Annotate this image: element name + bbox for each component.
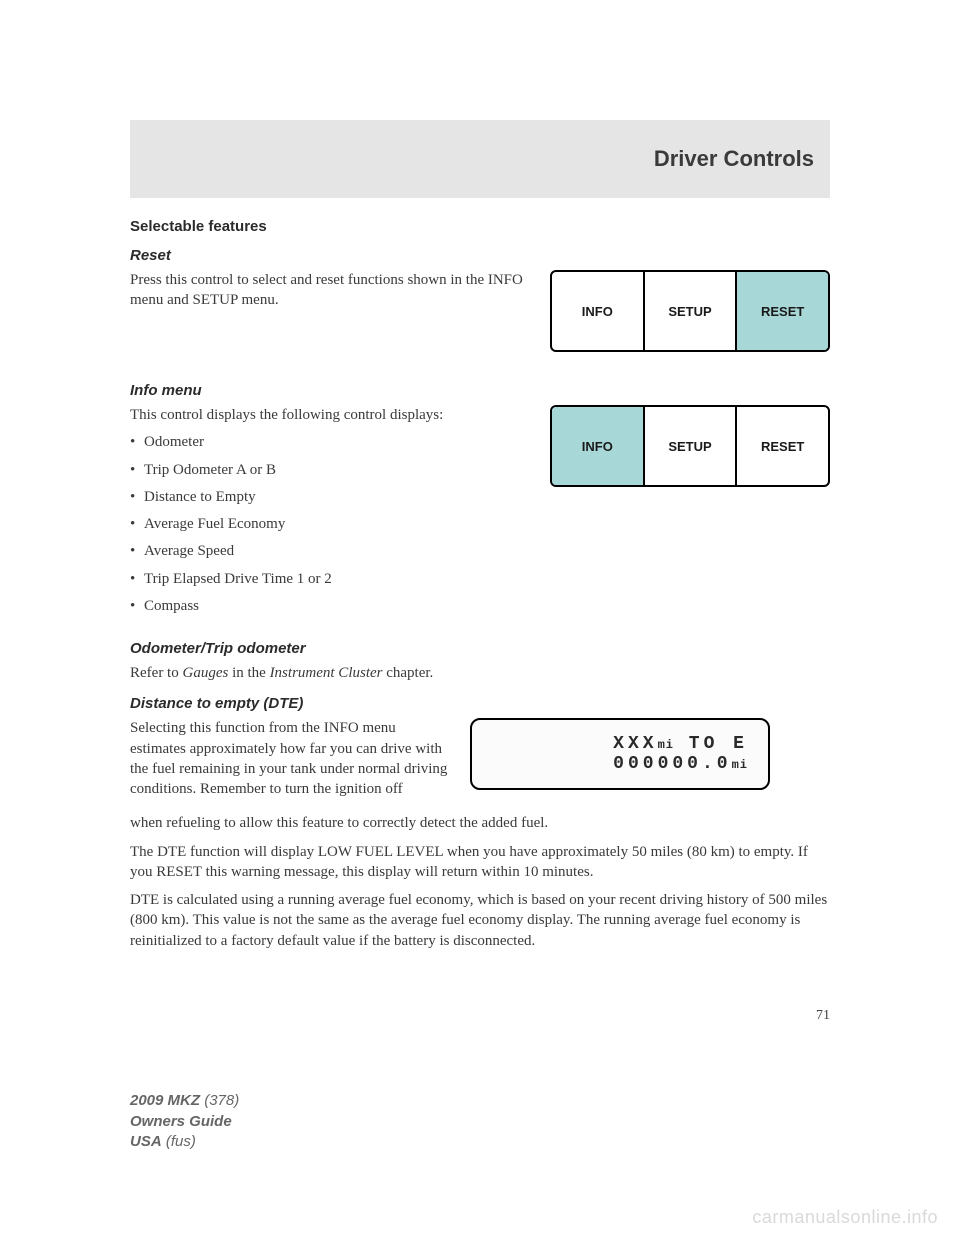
lcd-line1: XXXmi TO E [613, 734, 748, 754]
panel-btn-info: INFO [552, 407, 643, 485]
footer-line1: 2009 MKZ (378) [130, 1091, 239, 1111]
list-item: Distance to Empty [130, 486, 530, 509]
list-item: Average Speed [130, 540, 530, 563]
panel-btn-setup: SETUP [643, 407, 736, 485]
lcd-line1-main: XXX [613, 734, 657, 754]
footer: 2009 MKZ (378) Owners Guide USA (fus) [130, 1091, 239, 1152]
panel-btn-reset: RESET [735, 407, 828, 485]
list-item: Average Fuel Economy [130, 513, 530, 536]
lcd-line2-unit: mi [732, 758, 748, 772]
reset-figure: INFO SETUP RESET [550, 270, 830, 352]
list-item: Trip Odometer A or B [130, 459, 530, 482]
footer-line3: USA (fus) [130, 1132, 239, 1152]
panel-btn-info: INFO [552, 272, 643, 350]
lcd-line1-suffix: TO E [689, 734, 748, 754]
footer-region: USA [130, 1133, 162, 1150]
reset-text-col: Press this control to select and reset f… [130, 270, 530, 317]
dte-p1-part: Selecting this function from the INFO me… [130, 718, 450, 799]
page-number: 71 [816, 1008, 830, 1024]
panel-btn-setup: SETUP [643, 272, 736, 350]
heading-info-menu: Info menu [130, 382, 830, 399]
odometer-body: Refer to Gauges in the Instrument Cluste… [130, 663, 830, 683]
dte-row: Selecting this function from the INFO me… [130, 718, 830, 799]
info-menu-figure: INFO SETUP RESET [550, 405, 830, 487]
lcd-line2-main: 000000.0 [613, 754, 731, 774]
footer-model-code: (378) [200, 1092, 239, 1109]
heading-odometer: Odometer/Trip odometer [130, 640, 830, 657]
info-menu-row: This control displays the following cont… [130, 405, 830, 626]
watermark: carmanualsonline.info [752, 1207, 938, 1228]
dte-p3: DTE is calculated using a running averag… [130, 890, 830, 951]
dte-p1-rest: when refueling to allow this feature to … [130, 813, 830, 833]
reset-body: Press this control to select and reset f… [130, 270, 530, 311]
odometer-italic-gauges: Gauges [182, 665, 228, 681]
lcd-line2: 000000.0mi [613, 754, 748, 774]
odometer-mid: in the [228, 665, 269, 681]
odometer-italic-cluster: Instrument Cluster [270, 665, 383, 681]
lcd-display: XXXmi TO E 000000.0mi [470, 718, 770, 790]
odometer-prefix: Refer to [130, 665, 182, 681]
info-menu-body: This control displays the following cont… [130, 405, 530, 425]
heading-dte: Distance to empty (DTE) [130, 695, 830, 712]
list-item: Compass [130, 595, 530, 618]
lcd-line1-unit: mi [658, 738, 674, 752]
heading-reset: Reset [130, 247, 830, 264]
info-menu-list: Odometer Trip Odometer A or B Distance t… [130, 431, 530, 618]
chapter-title: Driver Controls [654, 146, 814, 172]
chapter-header-bar: Driver Controls [130, 120, 830, 198]
dte-text-col: Selecting this function from the INFO me… [130, 718, 450, 799]
button-panel-reset: INFO SETUP RESET [550, 270, 830, 352]
footer-model: 2009 MKZ [130, 1092, 200, 1109]
panel-btn-reset: RESET [735, 272, 828, 350]
footer-region-code: (fus) [162, 1133, 196, 1150]
dte-p2: The DTE function will display LOW FUEL L… [130, 842, 830, 883]
page: Driver Controls Selectable features Rese… [0, 0, 960, 1242]
content-area: Selectable features Reset Press this con… [130, 218, 830, 957]
button-panel-info: INFO SETUP RESET [550, 405, 830, 487]
list-item: Odometer [130, 431, 530, 454]
list-item: Trip Elapsed Drive Time 1 or 2 [130, 568, 530, 591]
odometer-suffix: chapter. [382, 665, 433, 681]
dte-figure: XXXmi TO E 000000.0mi [470, 718, 770, 790]
heading-selectable-features: Selectable features [130, 218, 830, 235]
footer-line2: Owners Guide [130, 1112, 239, 1132]
info-menu-text-col: This control displays the following cont… [130, 405, 530, 626]
reset-row: Press this control to select and reset f… [130, 270, 830, 352]
